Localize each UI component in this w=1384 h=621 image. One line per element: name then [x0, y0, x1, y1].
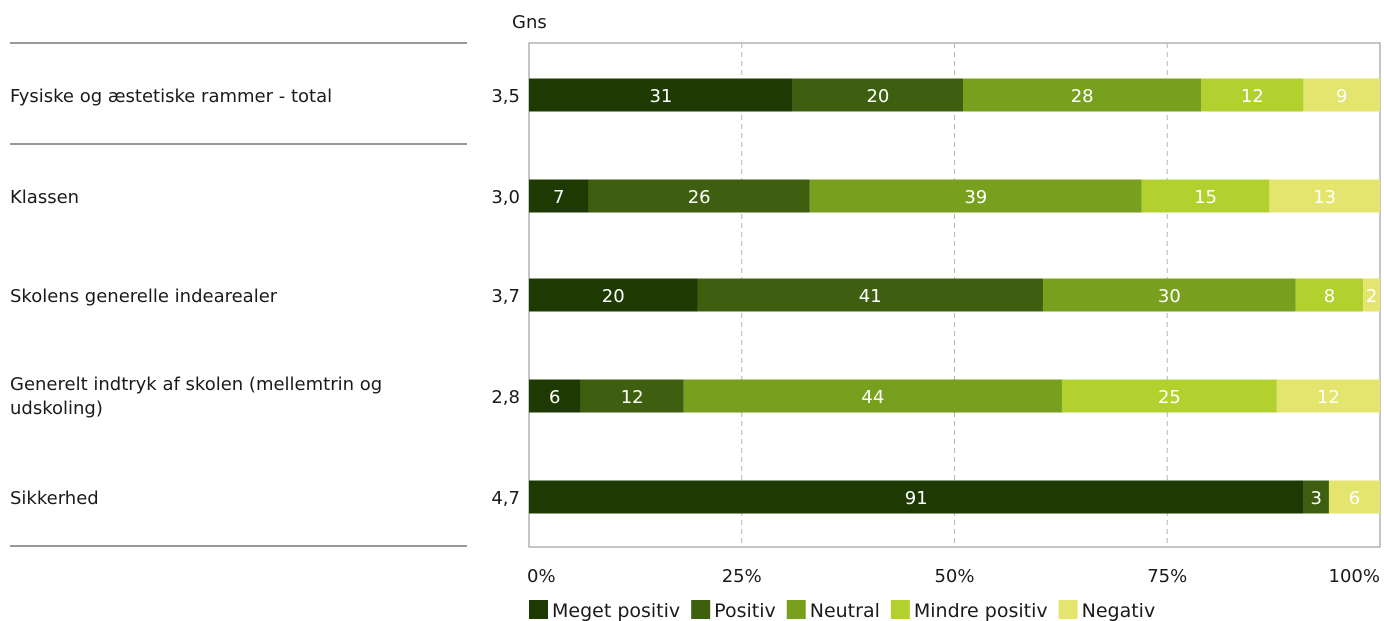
category-label: Fysiske og æstetiske rammer - total — [10, 86, 332, 107]
legend-label: Negativ — [1082, 600, 1156, 621]
bar-value-label: 12 — [1317, 387, 1340, 408]
bar-value-label: 41 — [859, 286, 882, 307]
bar-value-label: 8 — [1324, 286, 1335, 307]
bar-value-label: 30 — [1158, 286, 1181, 307]
bar-segment — [1303, 480, 1329, 514]
bar-value-label: 12 — [621, 387, 644, 408]
category-label: Klassen — [10, 187, 79, 208]
category-label: Sikkerhed — [10, 488, 99, 509]
bar-value-label: 26 — [688, 187, 711, 208]
bar-segment — [963, 78, 1202, 112]
legend-label: Meget positiv — [552, 600, 680, 621]
bar-segment — [1201, 78, 1304, 112]
category-separators — [10, 42, 467, 547]
category-label: Generelt indtryk af skolen (mellemtrin o… — [10, 374, 382, 419]
average-label: 2,8 — [491, 387, 520, 408]
average-header: Gns — [512, 12, 547, 33]
bar-segment — [683, 379, 1062, 413]
bar-value-label: 31 — [649, 86, 672, 107]
bar-segment — [529, 278, 698, 312]
bar-segment — [588, 179, 810, 213]
bar-segment — [529, 379, 581, 413]
legend-item: Positiv — [691, 600, 776, 621]
bar-segment — [697, 278, 1043, 312]
bar-value-label: 39 — [964, 187, 987, 208]
category-label: Skolens generelle indearealer — [10, 286, 278, 307]
bar-segment — [1269, 179, 1380, 213]
bar-value-label: 20 — [602, 286, 625, 307]
average-label: 3,7 — [491, 286, 520, 307]
bar-value-label: 25 — [1158, 387, 1181, 408]
bar-segment — [1276, 379, 1380, 413]
x-axis-tick-labels: 0% 25% 50% 75% 100% — [527, 566, 1380, 587]
legend-label: Neutral — [810, 600, 880, 621]
legend-item: Meget positiv — [529, 600, 680, 621]
bar-segment — [1141, 179, 1270, 213]
legend-swatch — [529, 600, 548, 619]
bar-value-label: 28 — [1071, 86, 1094, 107]
bar-segment — [1303, 78, 1380, 112]
legend-label: Positiv — [714, 600, 776, 621]
bar-value-label: 91 — [905, 488, 928, 509]
x-tick-label: 75% — [1147, 566, 1187, 587]
x-tick-label: 25% — [722, 566, 762, 587]
bar-segment — [1295, 278, 1364, 312]
average-label: 3,5 — [491, 86, 520, 107]
bar-value-label: 2 — [1366, 286, 1377, 307]
bar-value-label: 44 — [861, 387, 884, 408]
average-label: 3,0 — [491, 187, 520, 208]
bar-value-label: 12 — [1241, 86, 1264, 107]
bar-value-label: 20 — [866, 86, 889, 107]
bar-value-label: 6 — [1349, 488, 1360, 509]
bar-value-label: 15 — [1194, 187, 1217, 208]
bar-segment — [580, 379, 684, 413]
category-labels: Fysiske og æstetiske rammer - total Klass… — [10, 86, 382, 509]
bar-segment — [1328, 480, 1380, 514]
x-tick-label: 50% — [934, 566, 974, 587]
bar-value-label: 9 — [1336, 86, 1347, 107]
bar-segment — [1061, 379, 1277, 413]
bar-value-label: 6 — [549, 387, 560, 408]
bar-value-label: 3 — [1310, 488, 1321, 509]
x-tick-label: 0% — [527, 566, 556, 587]
bar-value-label: 13 — [1313, 187, 1336, 208]
bar-segment — [809, 179, 1142, 213]
bar-value-label: 7 — [553, 187, 564, 208]
bar-segment — [529, 480, 1304, 514]
x-tick-label: 100% — [1329, 566, 1380, 587]
legend-swatch — [691, 600, 711, 619]
bar-segment — [529, 179, 589, 213]
legend-swatch — [1058, 600, 1078, 619]
legend-swatch — [890, 600, 910, 619]
bar-segment — [792, 78, 964, 112]
bar-segment — [1363, 278, 1380, 312]
legend-swatch — [786, 600, 806, 619]
legend-label: Mindre positiv — [914, 600, 1048, 621]
average-labels: 3,5 3,0 3,7 2,8 4,7 — [491, 86, 520, 509]
bar-segment — [529, 78, 793, 112]
legend-item: Neutral — [786, 600, 880, 621]
legend-item: Mindre positiv — [890, 600, 1048, 621]
legend: Meget positiv Positiv Neutral Mindre positi… — [529, 600, 1155, 621]
legend-item: Negativ — [1058, 600, 1156, 621]
average-label: 4,7 — [491, 488, 520, 509]
bar-segment — [1042, 278, 1296, 312]
